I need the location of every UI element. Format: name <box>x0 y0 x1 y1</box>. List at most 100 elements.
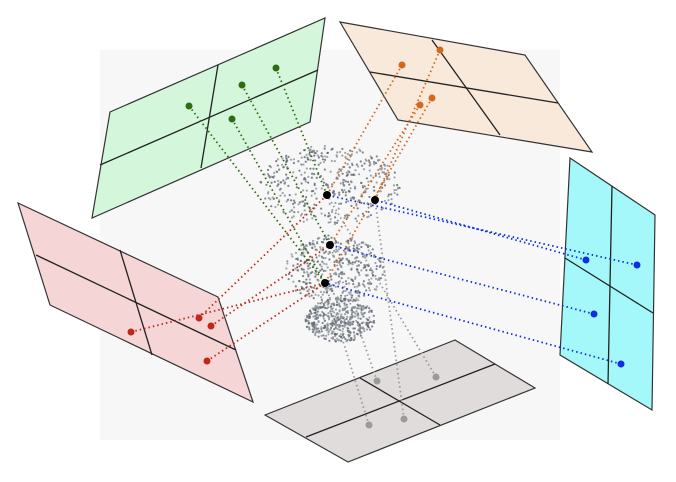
cloud-point <box>310 172 314 175</box>
cloud-point <box>354 299 358 302</box>
cloud-point <box>367 210 370 214</box>
cloud-point <box>336 327 339 331</box>
cloud-point <box>324 337 327 341</box>
cloud-point <box>303 149 306 152</box>
cloud-point <box>270 181 273 184</box>
cloud-point <box>339 294 343 297</box>
cloud-point <box>351 163 354 167</box>
keypoint <box>127 328 135 336</box>
cloud-point <box>330 236 333 239</box>
cloud-point <box>361 186 365 189</box>
cloud-point <box>298 201 301 204</box>
cloud-point <box>330 289 334 293</box>
cloud-point <box>302 200 305 203</box>
cloud-point <box>366 187 369 190</box>
cloud-point <box>365 177 369 180</box>
cloud-point <box>340 266 343 269</box>
cloud-point <box>331 147 334 150</box>
cloud-point <box>387 195 390 198</box>
cloud-point <box>397 187 400 190</box>
cloud-point <box>357 304 360 307</box>
cloud-point <box>352 244 355 247</box>
cloud-point <box>344 191 347 194</box>
cloud-point <box>315 256 318 259</box>
cloud-point <box>325 263 328 266</box>
cloud-point <box>348 260 351 263</box>
cloud-point <box>354 169 357 172</box>
cloud-point <box>317 279 320 282</box>
cloud-point <box>343 217 346 220</box>
cloud-point <box>355 151 358 154</box>
cloud-point <box>357 314 360 317</box>
cloud-point <box>306 156 309 159</box>
cloud-point <box>339 296 342 300</box>
cloud-point <box>317 314 320 317</box>
cloud-point <box>373 160 376 164</box>
cloud-point <box>300 267 303 270</box>
cloud-point <box>301 274 305 278</box>
cloud-point <box>355 259 358 262</box>
cloud-point <box>353 261 357 264</box>
cloud-point <box>293 201 296 204</box>
cloud-point <box>299 152 302 155</box>
cloud-point <box>322 262 326 265</box>
cloud-point <box>349 293 352 296</box>
projection-ray <box>326 194 437 378</box>
cloud-point <box>349 299 352 302</box>
cloud-point <box>318 237 321 240</box>
cloud-point <box>377 159 380 162</box>
cloud-point <box>370 204 373 207</box>
cloud-point <box>308 313 311 316</box>
cloud-point <box>358 243 361 246</box>
cloud-point <box>313 245 317 248</box>
cloud-point <box>331 254 335 257</box>
cloud-point <box>388 178 391 181</box>
cloud-point <box>350 204 353 207</box>
cloud-point <box>336 303 339 307</box>
cloud-point <box>343 179 346 182</box>
cloud-point <box>324 287 327 290</box>
cloud-point <box>329 310 332 313</box>
cloud-point <box>320 152 323 155</box>
cloud-point <box>383 199 386 203</box>
cloud-point <box>374 162 378 165</box>
cloud-point <box>296 263 299 266</box>
cloud-point <box>341 324 344 328</box>
cloud-point <box>310 312 313 315</box>
cloud-point <box>322 317 325 320</box>
cloud-point <box>304 180 307 183</box>
cloud-point <box>298 265 301 268</box>
cloud-point <box>314 317 317 320</box>
cloud-point <box>386 177 389 180</box>
cloud-point <box>300 253 303 257</box>
cloud-point <box>346 162 349 166</box>
cloud-point <box>323 301 327 304</box>
cloud-point <box>336 301 339 304</box>
cloud-point <box>309 213 313 216</box>
cloud-point <box>357 214 360 217</box>
cloud-point <box>364 265 367 268</box>
cloud-point <box>331 191 335 194</box>
cloud-point <box>374 277 378 280</box>
cloud-point <box>305 218 309 221</box>
cloud-point <box>368 252 371 256</box>
cloud-point <box>333 221 337 224</box>
cloud-point <box>331 330 334 333</box>
cloud-point <box>366 318 369 321</box>
cloud-point <box>312 286 316 289</box>
cloud-point <box>293 211 296 214</box>
cloud-point <box>306 158 310 161</box>
cloud-point <box>327 330 330 334</box>
cloud-point <box>341 191 345 194</box>
cloud-point <box>360 311 363 314</box>
cloud-point <box>331 324 334 327</box>
cloud-point <box>361 212 365 215</box>
cloud-point <box>344 253 347 256</box>
cloud-point <box>290 274 293 277</box>
cloud-point <box>390 198 393 201</box>
cloud-point <box>361 151 364 154</box>
cloud-point <box>341 309 344 312</box>
cloud-point <box>302 178 306 181</box>
cloud-point <box>298 169 301 172</box>
cloud-point <box>269 198 272 201</box>
